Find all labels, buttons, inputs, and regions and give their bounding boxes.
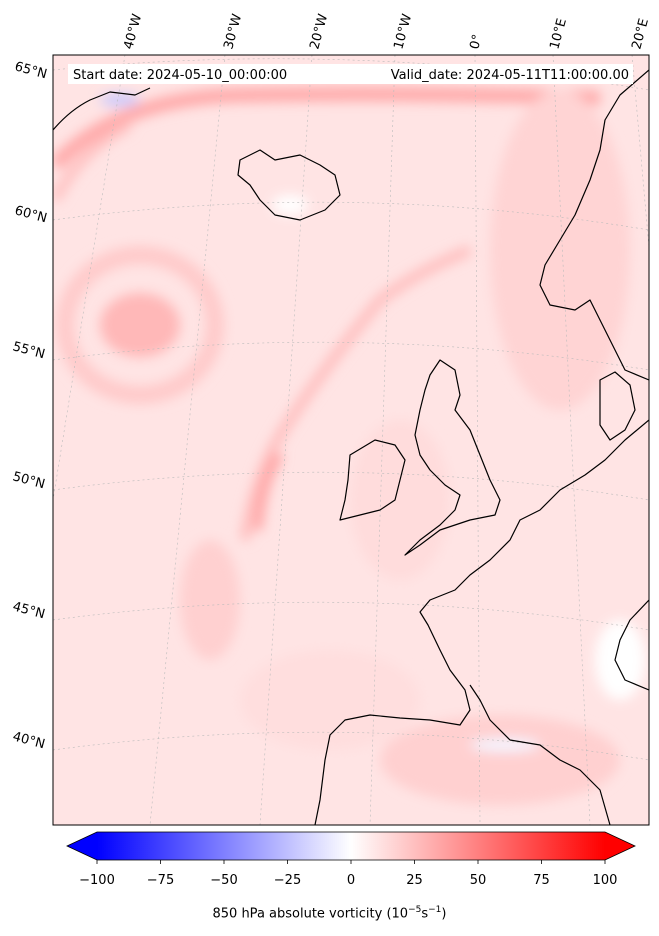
colorbar-max-extend-arrow [605,832,635,860]
colorbar-tick-label: −100 [79,873,115,888]
vorticity-features [53,87,645,805]
longitude-label: 20°E [629,17,652,51]
colorbar-title-text: 850 hPa absolute vorticity (10 [212,906,409,922]
longitude-label: 40°W [121,12,145,51]
ireland-coast [339,439,406,521]
colorbar-title-close: ) [441,906,447,922]
colorbar-tick-label: −25 [274,873,301,888]
colorbar-title-unit: s [421,906,429,922]
graticule [53,55,649,825]
iceland-coast [237,149,341,221]
latitude-label: 45°N [11,599,47,622]
latitude-label: 40°N [11,729,47,752]
mediterranean-coast [469,684,611,825]
colorbar-tick-label: −50 [210,873,237,888]
colorbar-ticks: −100 −75 −50 −25 0 25 50 75 100 [79,860,617,888]
colorbar-tick-label: −75 [147,873,174,888]
longitude-label: 0° [467,33,485,51]
colorbar-tick-label: 25 [406,873,423,888]
colorbar-tick-label: 0 [347,873,355,888]
denmark-baltic-coast [599,371,636,441]
longitude-label: 10°W [391,12,415,51]
map-frame [52,54,650,826]
colorbar-title-exponent-2: −1 [428,905,442,915]
colorbar-title: 850 hPa absolute vorticity (10−5s−1) [0,905,659,921]
scandinavia-coast [539,69,649,381]
latitude-label: 60°N [13,203,49,226]
latitude-label: 65°N [13,59,49,82]
valid-date-label: Valid_date: 2024-05-11T11:00:00.00 [391,68,629,83]
great-britain-coast [404,359,501,556]
colorbar-min-extend-arrow [67,832,97,860]
latitude-label: 50°N [11,469,47,492]
colorbar: −100 −75 −50 −25 0 25 50 75 100 [66,831,636,888]
coastlines [53,69,649,825]
latitude-label: 55°N [11,339,47,362]
longitude-label: 20°W [307,12,331,51]
colorbar-title-exponent-1: −5 [408,905,422,915]
longitude-label: 10°E [547,17,570,51]
europe-coast [314,419,649,825]
colorbar-tick-label: 75 [533,873,550,888]
start-date-label: Start date: 2024-05-10_00:00:00 [73,68,287,83]
header-band [68,64,633,84]
colorbar-tick-label: 50 [470,873,487,888]
longitude-label: 30°W [221,12,245,51]
alps-coast [614,599,649,691]
colorbar-tick-label: 100 [593,873,618,888]
colorbar-gradient [97,832,605,860]
greenland-coast [53,87,151,131]
latitude-labels: 65°N 60°N 55°N 50°N 45°N 40°N [11,59,49,752]
map-panel [53,55,649,825]
longitude-labels: 40°W 30°W 20°W 10°W 0° 10°E 20°E [121,12,652,51]
